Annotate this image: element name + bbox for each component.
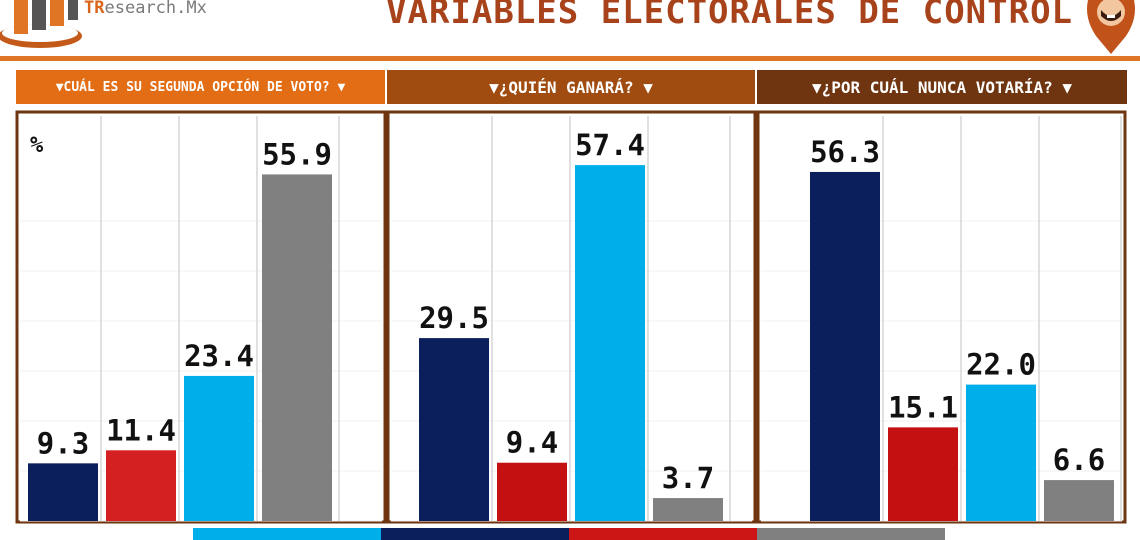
unit-label: % <box>30 133 44 158</box>
bar <box>419 338 489 521</box>
bar-value-label: 9.3 <box>37 426 89 460</box>
logo <box>0 0 230 56</box>
bar-value-label: 29.5 <box>419 301 489 335</box>
bar <box>28 463 98 521</box>
bar-value-label: 15.1 <box>888 390 958 424</box>
bar-value-label: 6.6 <box>1053 443 1105 477</box>
legend-swatch <box>381 528 569 540</box>
bar <box>575 165 645 521</box>
logo-wordmark: TResearch.Mx <box>84 0 207 18</box>
legend <box>193 528 945 540</box>
legend-swatch <box>757 528 945 540</box>
bar-value-label: 57.4 <box>575 128 645 162</box>
bar <box>106 450 176 521</box>
bar-value-label: 3.7 <box>662 461 714 495</box>
panel-title-second-option: ▼CUÁL ES SU SEGUNDA OPCIÓN DE VOTO? ▼ <box>16 70 385 104</box>
bar-value-label: 23.4 <box>184 339 254 373</box>
header-rule <box>0 56 1140 61</box>
logo-mark-icon <box>0 0 82 48</box>
bar-chart: 9.3 11.4 23.4 55.9 29.5 9.4 57.4 3.7 56.3 15.122.… <box>15 110 1127 524</box>
bar <box>497 462 567 521</box>
bar <box>184 375 254 521</box>
bar <box>653 498 723 521</box>
panel-title-who-wins: ▼¿QUIÉN GANARÁ? ▼ <box>387 70 755 104</box>
panel-title-never-vote: ▼¿POR CUÁL NUNCA VOTARÍA? ▼ <box>757 70 1127 104</box>
legend-swatch <box>193 528 381 540</box>
mascot-pin-icon <box>1082 0 1140 56</box>
bar <box>810 171 880 521</box>
bar-value-label: 11.4 <box>106 413 176 447</box>
bar-value-label: 56.3 <box>810 135 880 169</box>
bar-value-label: 22.0 <box>966 348 1036 382</box>
bar-value-label: 9.4 <box>506 426 558 460</box>
page-title: VARIABLES ELECTORALES DE CONTROL <box>386 0 1074 32</box>
bar <box>888 427 958 521</box>
bar <box>262 174 332 522</box>
legend-swatch <box>569 528 757 540</box>
bar-value-label: 55.9 <box>262 137 332 171</box>
bar <box>966 384 1036 521</box>
bar <box>1044 480 1114 521</box>
